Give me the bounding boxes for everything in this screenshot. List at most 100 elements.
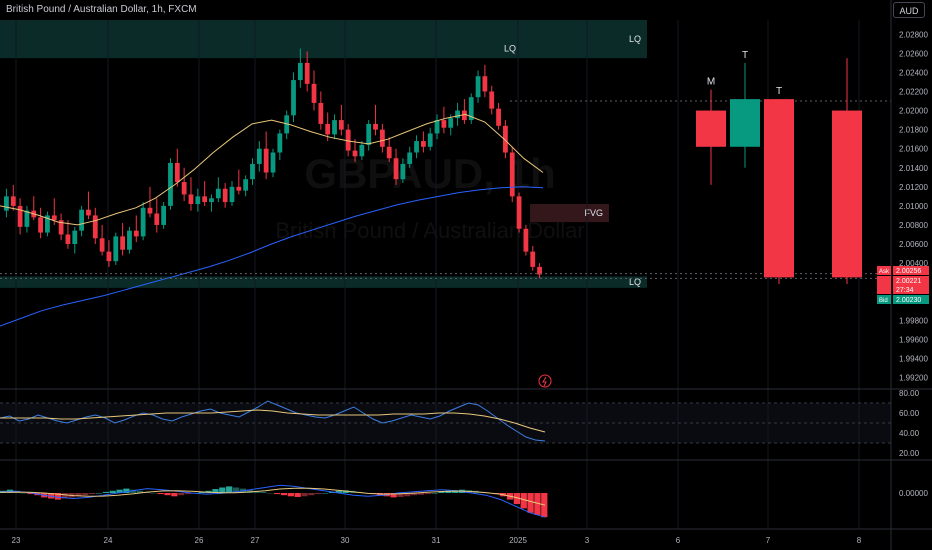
projection-body — [730, 99, 760, 147]
price-tag-side: Ask — [879, 269, 890, 275]
candle — [291, 72, 296, 122]
projection-label: T — [742, 50, 748, 61]
candle-body — [270, 152, 276, 173]
price-tag-flag — [877, 285, 891, 294]
moving-averages — [0, 100, 891, 327]
macd-histogram-bar — [397, 493, 404, 497]
rsi-tick-label: 60.00 — [899, 409, 920, 418]
candle-body — [168, 162, 173, 206]
macd-histogram-bar — [212, 489, 219, 493]
macd-histogram-bar — [390, 493, 397, 498]
macd-histogram-bar — [520, 493, 527, 509]
candle-body — [215, 188, 221, 199]
macd-histogram-bar — [534, 493, 541, 515]
time-tick-label: 30 — [341, 536, 350, 545]
macd-histogram-bar — [27, 493, 34, 495]
candle — [455, 102, 460, 126]
price-tick-label: 2.02600 — [899, 49, 928, 58]
price-tag-flag — [877, 276, 891, 285]
price-tag-side: Bid — [879, 298, 888, 304]
candle — [17, 198, 23, 235]
candle-body — [352, 150, 358, 157]
candle-body — [147, 207, 153, 214]
candle — [263, 131, 269, 180]
rsi-tick-label: 40.00 — [899, 429, 920, 438]
projection-candle — [832, 58, 862, 285]
candle — [318, 91, 324, 130]
macd-histogram-bar — [164, 493, 171, 496]
candle-body — [400, 163, 406, 180]
macd-histogram-bar — [20, 493, 27, 494]
candle-body — [345, 129, 351, 151]
candle — [38, 207, 43, 239]
candle-body — [127, 230, 132, 250]
candle-body — [133, 230, 139, 237]
candle — [120, 223, 126, 256]
lightning-icon[interactable] — [538, 374, 552, 388]
candle-body — [523, 228, 529, 252]
candle-body — [291, 80, 296, 116]
candle-body — [427, 133, 433, 147]
candle — [236, 169, 242, 195]
time-axis[interactable]: 23 24 26 27 30 31 2025 3 6 7 8 — [12, 536, 862, 545]
candle — [147, 186, 153, 218]
price-axis[interactable]: 2.02800 2.02600 2.02400 2.02200 2.02000 2.018… — [899, 30, 928, 382]
candle-body — [113, 236, 119, 262]
currency-button[interactable]: AUD — [893, 2, 925, 18]
peak-label: LQ — [504, 44, 516, 54]
candle-body — [420, 141, 426, 147]
candle — [530, 245, 536, 271]
time-tick-label: 24 — [104, 536, 113, 545]
candle-body — [17, 205, 23, 227]
macd-histogram-bar — [260, 491, 267, 493]
time-tick-label: 6 — [676, 536, 681, 545]
candle — [209, 194, 214, 212]
candle — [386, 137, 392, 163]
candle-body — [51, 215, 57, 221]
candle-body — [236, 186, 242, 191]
macd-histogram-bar — [342, 490, 349, 493]
rsi-ma-line — [0, 409, 546, 433]
projection-body — [696, 110, 726, 147]
candle-body — [482, 76, 488, 92]
time-tick-label: 2025 — [509, 536, 527, 545]
time-tick-label: 23 — [12, 536, 21, 545]
candle — [297, 48, 303, 88]
watermark-name: British Pound / Australian Dollar — [275, 218, 584, 243]
macd-histogram-bar — [246, 489, 253, 493]
price-tag-value: 2.00256 — [896, 268, 921, 275]
candle — [448, 114, 454, 136]
macd-histogram-bar — [335, 490, 342, 493]
price-tag: Bid 2.00230 — [877, 295, 929, 304]
candle-body — [338, 120, 344, 130]
price-tick-label: 2.01400 — [899, 164, 928, 173]
candle — [338, 104, 344, 136]
macd-histogram-bar — [184, 493, 192, 495]
candle-body — [263, 148, 269, 173]
price-tick-label: 2.02200 — [899, 87, 928, 96]
candle — [482, 64, 488, 98]
candle-body — [325, 123, 331, 135]
candle-body — [277, 133, 283, 153]
candle — [407, 146, 413, 168]
candle — [537, 263, 542, 279]
candle-body — [311, 83, 317, 103]
candle-body — [181, 182, 187, 195]
candle-body — [304, 62, 310, 84]
candle-body — [503, 125, 508, 153]
candle — [373, 104, 378, 136]
symbol-title: British Pound / Australian Dollar, 1h, F… — [6, 4, 197, 15]
candle-body — [195, 196, 201, 204]
candle-body — [373, 123, 378, 130]
macd-histogram-bar — [301, 493, 308, 497]
price-tag-value: 2.00230 — [896, 297, 921, 304]
candles-layer — [4, 48, 542, 279]
candle — [99, 224, 105, 256]
time-tick-label: 27 — [251, 536, 260, 545]
time-tick-label: 31 — [432, 536, 441, 545]
projection-layer: M T T — [696, 50, 862, 285]
price-tick-label: 2.02000 — [899, 107, 928, 116]
time-tick-label: 3 — [585, 536, 590, 545]
